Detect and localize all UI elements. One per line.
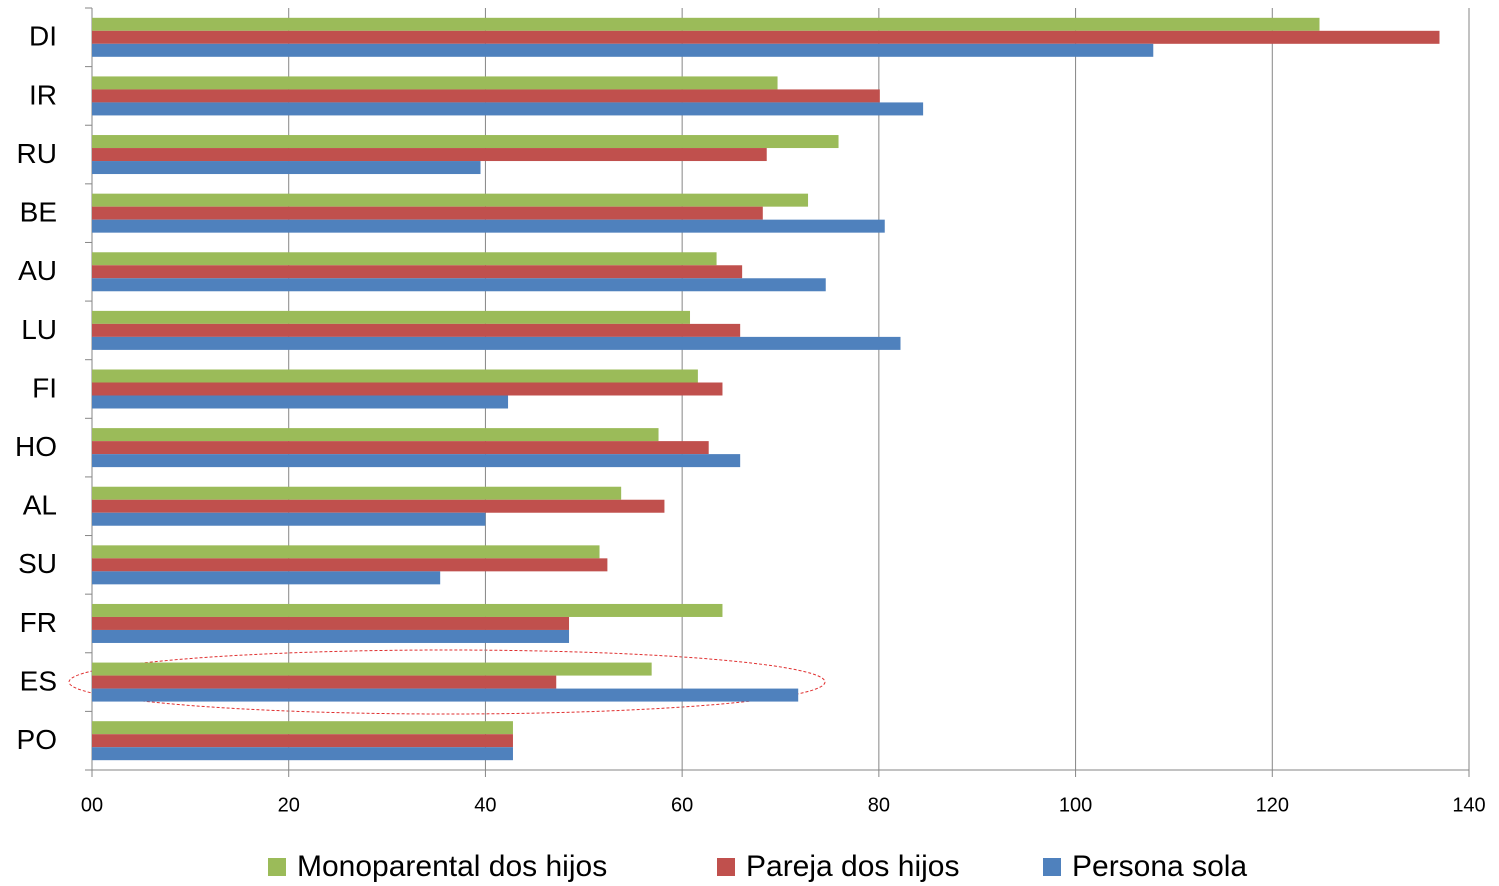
legend-swatch: [1043, 858, 1061, 876]
x-tick-label: 40: [474, 794, 496, 816]
bar: [92, 310, 691, 324]
y-tick-label: FI: [32, 372, 57, 403]
bar: [92, 454, 741, 468]
bar: [92, 17, 1320, 31]
bar: [92, 603, 723, 617]
x-tick-label: 80: [868, 794, 890, 816]
bar: [92, 148, 767, 162]
legend-swatch: [268, 858, 286, 876]
bar: [92, 428, 659, 442]
y-tick-label: IR: [29, 79, 57, 110]
bar: [92, 395, 509, 409]
x-tick-label: 140: [1452, 794, 1485, 816]
bar: [92, 571, 441, 585]
bar: [92, 252, 717, 266]
y-tick-label: PO: [17, 724, 57, 755]
bar: [92, 512, 486, 526]
bar: [92, 382, 723, 396]
y-tick-label: SU: [18, 548, 57, 579]
y-tick-label: ES: [20, 665, 57, 696]
bar: [92, 688, 799, 702]
highlight-ellipse: [68, 649, 826, 715]
y-tick-label: BE: [20, 197, 57, 228]
x-tick-label: 20: [278, 794, 300, 816]
x-tick-label: 60: [671, 794, 693, 816]
bar: [92, 265, 743, 279]
legend-label: Pareja dos hijos: [746, 850, 959, 883]
bar: [92, 499, 665, 513]
bar: [92, 89, 880, 103]
legend-label: Persona sola: [1072, 850, 1247, 883]
bar: [92, 629, 570, 643]
bar: [92, 43, 1154, 57]
bar: [92, 545, 600, 559]
bar: [92, 193, 809, 207]
bar: [92, 30, 1440, 44]
bar: [92, 441, 709, 455]
y-tick-label: FR: [20, 607, 57, 638]
bar: [92, 336, 901, 350]
bar: [92, 734, 513, 748]
y-tick-label: RU: [17, 138, 57, 169]
y-tick-label: HO: [15, 431, 57, 462]
bar: [92, 369, 698, 383]
bar: [92, 278, 826, 292]
bar: [92, 161, 481, 175]
bar: [92, 486, 622, 500]
y-tick-label: LU: [21, 314, 57, 345]
legend-swatch: [717, 858, 735, 876]
bar: [92, 747, 513, 761]
bar: [92, 102, 924, 116]
bar: [92, 662, 652, 676]
bar: [92, 558, 608, 572]
y-tick-label: DI: [29, 21, 57, 52]
x-tick-label: 00: [81, 794, 103, 816]
y-tick-label: AU: [18, 255, 57, 286]
bar: [92, 135, 839, 149]
y-tick-label: AL: [23, 490, 57, 521]
bar: [92, 675, 557, 689]
bar: [92, 323, 741, 337]
legend-label: Monoparental dos hijos: [297, 850, 607, 883]
bar: [92, 206, 763, 220]
bar: [92, 76, 778, 90]
bar: [92, 616, 570, 630]
x-tick-label: 100: [1059, 794, 1092, 816]
x-tick-label: 120: [1256, 794, 1289, 816]
bar: [92, 219, 885, 233]
bar: [92, 721, 513, 735]
